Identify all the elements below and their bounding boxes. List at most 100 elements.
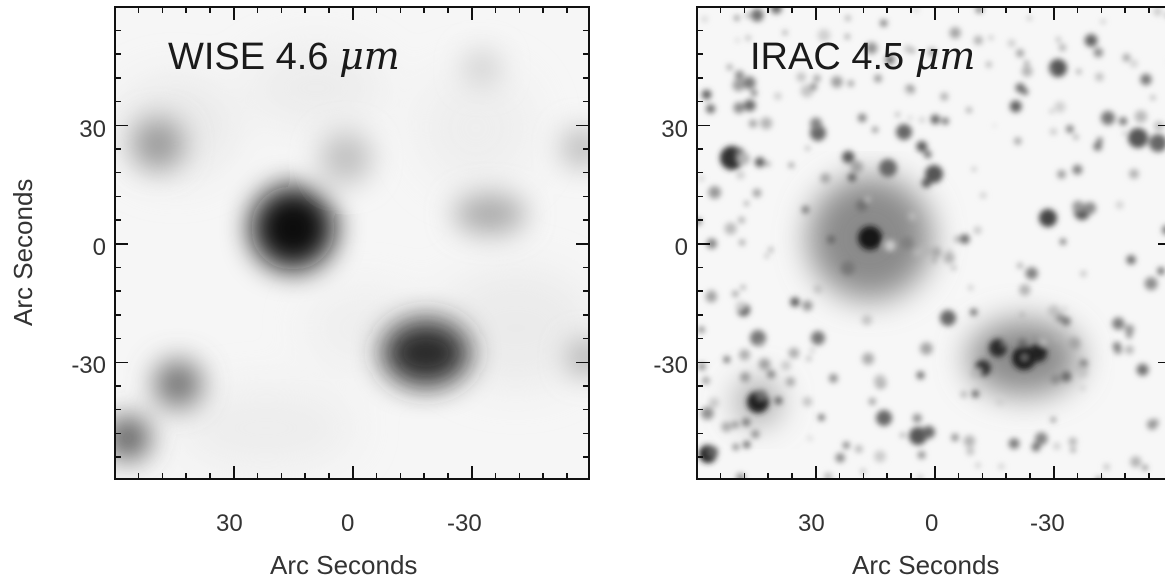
- tick-mark: [518, 473, 521, 480]
- star: [1027, 16, 1032, 20]
- star: [930, 114, 941, 125]
- star: [698, 175, 705, 182]
- star: [754, 157, 765, 168]
- star: [951, 433, 959, 442]
- star: [1061, 316, 1071, 326]
- tick-mark: [1076, 6, 1079, 13]
- star: [1021, 65, 1033, 77]
- tick-mark: [137, 6, 140, 13]
- tick-mark: [399, 473, 402, 480]
- tick-mark: [696, 148, 703, 150]
- star: [732, 79, 745, 92]
- tick-mark: [583, 432, 590, 435]
- star: [1060, 238, 1066, 245]
- star: [1124, 324, 1135, 335]
- star: [918, 475, 923, 478]
- wise-x-tick-0: 0: [341, 510, 355, 537]
- tick-mark: [1053, 6, 1055, 20]
- tick-mark: [209, 473, 211, 480]
- star: [820, 173, 831, 184]
- tick-mark: [447, 473, 449, 480]
- tick-mark: [233, 466, 235, 480]
- tick-mark: [910, 6, 912, 13]
- star: [862, 352, 875, 365]
- star: [1021, 354, 1028, 361]
- star: [1083, 202, 1097, 215]
- star: [896, 124, 912, 140]
- star: [941, 117, 949, 125]
- tick-mark: [161, 473, 164, 480]
- tick-mark: [862, 6, 865, 13]
- star: [732, 290, 739, 297]
- tick-mark: [981, 473, 984, 480]
- star: [1080, 270, 1087, 277]
- tick-mark: [719, 473, 722, 480]
- tick-mark: [838, 6, 841, 13]
- star: [817, 29, 831, 42]
- tick-mark: [583, 290, 590, 292]
- star: [1101, 19, 1106, 24]
- star: [783, 30, 787, 35]
- star: [1080, 386, 1085, 391]
- irac-panel-label: IRAC 4.5 μm: [750, 34, 975, 79]
- star: [765, 254, 769, 258]
- tick-mark: [696, 290, 703, 292]
- tick-mark: [494, 473, 497, 480]
- star: [912, 413, 922, 423]
- tick-mark: [304, 473, 306, 480]
- star: [790, 297, 800, 307]
- star: [921, 178, 932, 188]
- star: [751, 90, 757, 96]
- star: [1017, 263, 1023, 269]
- irac-y-tick-30: 30: [661, 116, 688, 143]
- tick-mark: [767, 473, 769, 480]
- tick-mark: [862, 473, 865, 480]
- irac-x-tick-30: 30: [798, 510, 825, 537]
- star: [1017, 338, 1027, 348]
- wise-panel-label: WISE 4.6 μm: [168, 34, 400, 79]
- star: [980, 192, 987, 199]
- star: [880, 19, 888, 27]
- tick-mark: [280, 473, 283, 480]
- star: [1093, 142, 1102, 151]
- star: [966, 107, 972, 113]
- star: [858, 226, 882, 250]
- tick-mark: [886, 6, 888, 13]
- star: [835, 453, 845, 463]
- tick-mark: [114, 124, 128, 126]
- star: [1014, 137, 1022, 145]
- star: [721, 421, 732, 432]
- tick-mark: [1158, 361, 1165, 363]
- star: [1095, 72, 1104, 82]
- star: [800, 84, 814, 98]
- star: [760, 117, 773, 130]
- tick-mark: [583, 195, 590, 198]
- tick-mark: [114, 314, 121, 316]
- star: [954, 236, 961, 243]
- tick-mark: [719, 6, 722, 13]
- star: [1084, 34, 1098, 47]
- tick-mark: [114, 337, 121, 340]
- star: [1130, 59, 1138, 68]
- star: [811, 331, 825, 345]
- tick-mark: [375, 6, 378, 13]
- star: [930, 246, 942, 258]
- star: [905, 88, 912, 95]
- tick-mark: [583, 77, 590, 79]
- star: [735, 301, 746, 311]
- tick-mark: [838, 473, 841, 480]
- tick-mark: [696, 361, 710, 363]
- star: [810, 117, 822, 130]
- star: [750, 8, 764, 22]
- star: [963, 435, 976, 447]
- tick-mark: [583, 53, 590, 55]
- star: [766, 370, 776, 379]
- star: [736, 171, 745, 180]
- star: [1112, 342, 1121, 351]
- star: [1072, 200, 1084, 213]
- star: [940, 92, 949, 101]
- star: [1093, 47, 1103, 58]
- star: [1048, 67, 1055, 74]
- star: [702, 376, 710, 385]
- tick-mark: [494, 6, 497, 13]
